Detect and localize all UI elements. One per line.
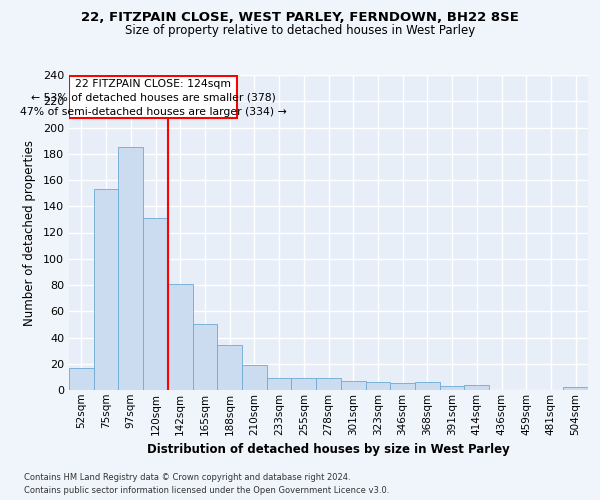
Bar	[118, 147, 143, 390]
Text: Distribution of detached houses by size in West Parley: Distribution of detached houses by size …	[148, 442, 510, 456]
Bar	[168, 284, 193, 390]
Bar	[365, 382, 390, 390]
Bar	[143, 218, 168, 390]
Bar	[94, 189, 118, 390]
Text: 47% of semi-detached houses are larger (334) →: 47% of semi-detached houses are larger (…	[20, 107, 286, 117]
Bar	[217, 346, 242, 390]
Text: Size of property relative to detached houses in West Parley: Size of property relative to detached ho…	[125, 24, 475, 37]
Y-axis label: Number of detached properties: Number of detached properties	[23, 140, 36, 326]
FancyBboxPatch shape	[69, 76, 237, 118]
Bar	[193, 324, 217, 390]
Text: Contains HM Land Registry data © Crown copyright and database right 2024.: Contains HM Land Registry data © Crown c…	[24, 472, 350, 482]
Text: 22 FITZPAIN CLOSE: 124sqm: 22 FITZPAIN CLOSE: 124sqm	[75, 79, 231, 89]
Text: ← 53% of detached houses are smaller (378): ← 53% of detached houses are smaller (37…	[31, 93, 275, 103]
Bar	[242, 365, 267, 390]
Bar	[316, 378, 341, 390]
Bar	[267, 378, 292, 390]
Bar	[292, 378, 316, 390]
Bar	[563, 388, 588, 390]
Bar	[69, 368, 94, 390]
Text: 22, FITZPAIN CLOSE, WEST PARLEY, FERNDOWN, BH22 8SE: 22, FITZPAIN CLOSE, WEST PARLEY, FERNDOW…	[81, 11, 519, 24]
Bar	[464, 385, 489, 390]
Bar	[390, 384, 415, 390]
Bar	[440, 386, 464, 390]
Bar	[341, 381, 365, 390]
Text: Contains public sector information licensed under the Open Government Licence v3: Contains public sector information licen…	[24, 486, 389, 495]
Bar	[415, 382, 440, 390]
